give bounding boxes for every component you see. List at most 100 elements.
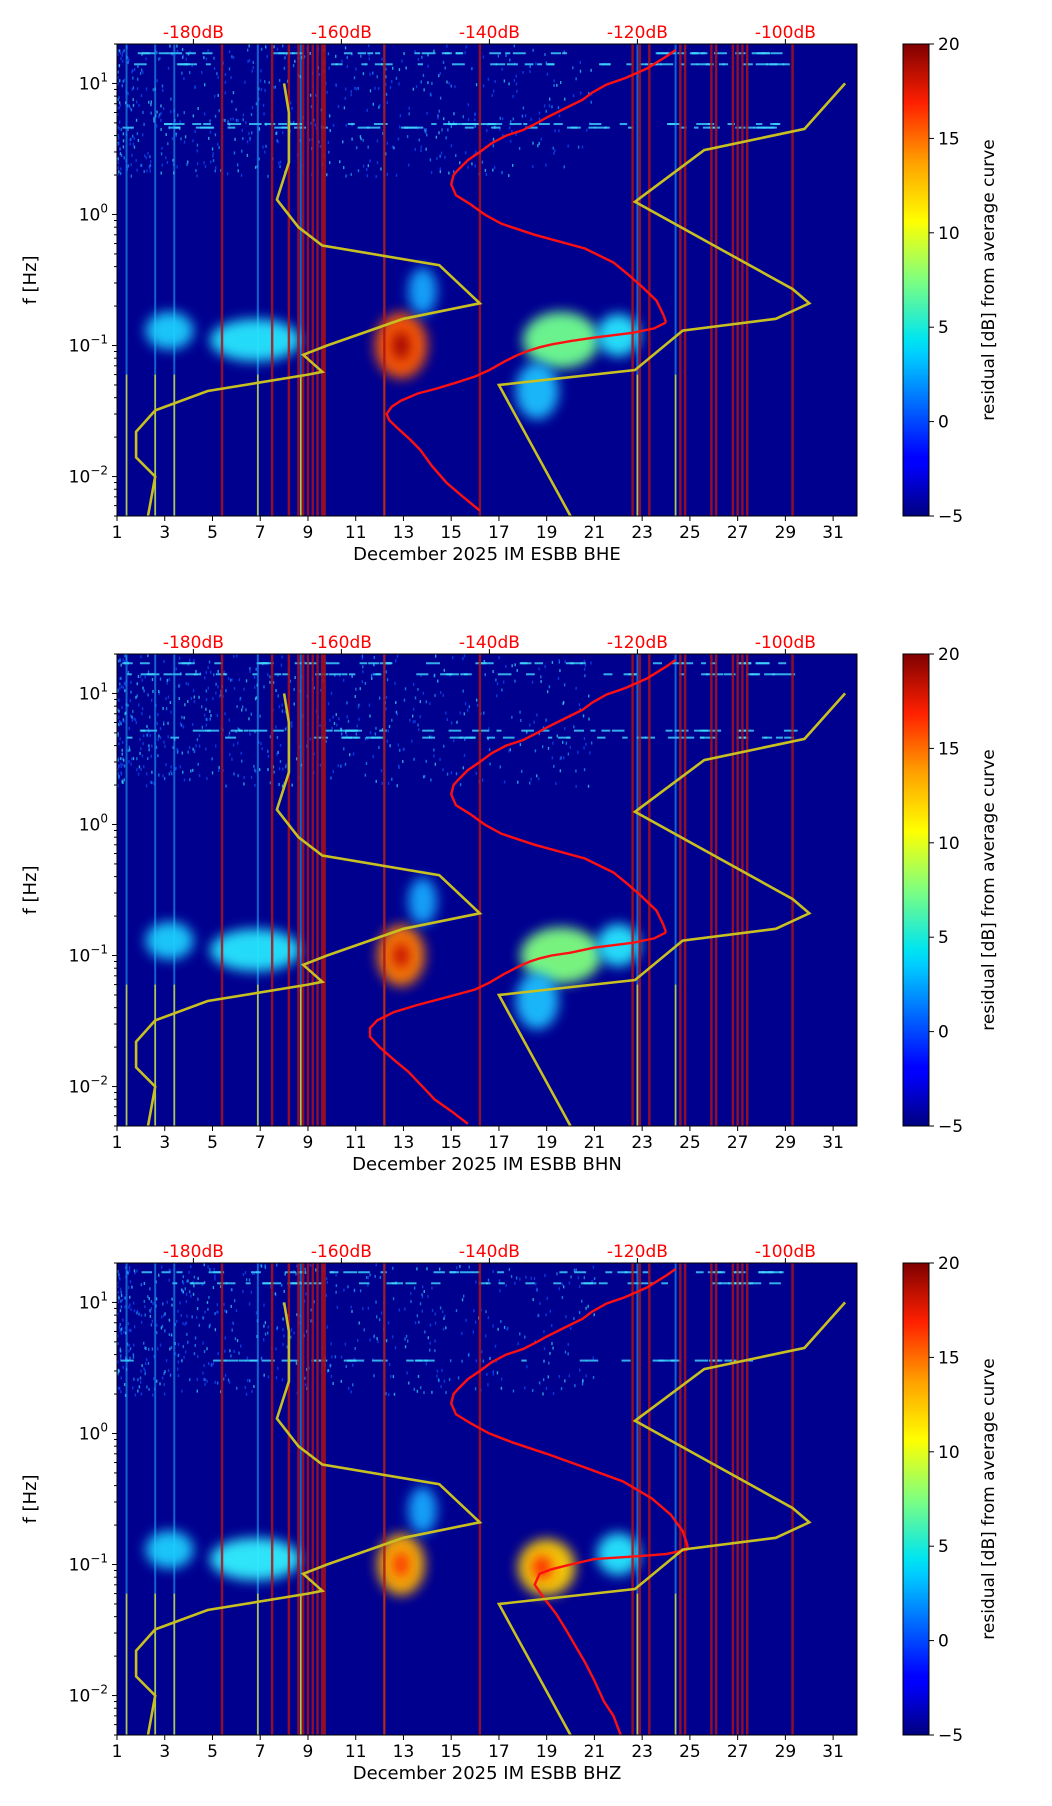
speckle xyxy=(579,1311,580,1314)
band-segment xyxy=(405,1282,416,1284)
speckle xyxy=(212,148,213,151)
speckle xyxy=(468,1354,469,1357)
speckle xyxy=(398,137,399,140)
speckle xyxy=(229,50,230,53)
speckle xyxy=(209,120,210,123)
speckle xyxy=(417,1390,418,1393)
band-segment xyxy=(456,52,463,54)
speckle xyxy=(374,87,375,90)
speckle xyxy=(426,1362,427,1365)
speckle xyxy=(169,772,170,775)
speckle xyxy=(594,1277,595,1280)
speckle xyxy=(544,53,545,56)
speckle xyxy=(408,164,409,167)
speckle xyxy=(319,724,320,727)
speckle xyxy=(132,719,133,722)
speckle xyxy=(464,654,465,657)
speckle xyxy=(593,1266,594,1269)
speckle xyxy=(122,753,123,756)
speckle xyxy=(345,1343,346,1346)
band-segment xyxy=(246,1282,251,1284)
speckle xyxy=(553,84,554,87)
speckle xyxy=(171,1304,172,1307)
speckle xyxy=(196,1316,197,1319)
event-line xyxy=(312,654,314,1126)
top-db-label: -160dB xyxy=(311,633,372,653)
speckle xyxy=(369,57,370,60)
speckle xyxy=(233,655,234,658)
speckle xyxy=(439,110,440,113)
colorbar-tick-label: 15 xyxy=(938,739,960,759)
speckle xyxy=(282,768,283,771)
speckle xyxy=(181,1390,182,1393)
speckle xyxy=(124,654,125,657)
speckle xyxy=(276,139,277,142)
speckle xyxy=(493,90,494,93)
speckle xyxy=(486,129,487,132)
band-segment xyxy=(776,737,783,739)
speckle xyxy=(123,1331,124,1334)
event-line xyxy=(323,1263,325,1735)
speckle xyxy=(261,1265,262,1268)
speckle xyxy=(377,139,378,142)
speckle xyxy=(120,172,121,175)
speckle xyxy=(371,677,372,680)
band-segment xyxy=(418,63,423,65)
speckle xyxy=(579,1285,580,1288)
speckle xyxy=(375,732,376,735)
speckle xyxy=(158,115,159,118)
speckle xyxy=(357,1339,358,1342)
speckle xyxy=(342,140,343,143)
speckle xyxy=(159,1382,160,1385)
speckle xyxy=(456,1266,457,1269)
speckle xyxy=(278,162,279,165)
speckle xyxy=(118,723,119,726)
speckle xyxy=(569,1374,570,1377)
speckle xyxy=(245,121,246,124)
speckle xyxy=(290,101,291,104)
speckle xyxy=(356,733,357,736)
speckle xyxy=(278,783,279,786)
speckle xyxy=(118,127,119,130)
speckle xyxy=(464,51,465,54)
speckle xyxy=(366,762,367,765)
speckle xyxy=(401,60,402,63)
speckle xyxy=(376,1263,377,1266)
speckle xyxy=(434,1313,435,1316)
x-tick-label: 11 xyxy=(345,523,367,543)
band-segment xyxy=(325,730,333,732)
speckle xyxy=(161,1266,162,1269)
speckle xyxy=(440,170,441,173)
speckle xyxy=(451,771,452,774)
colorbar-tick-label: −5 xyxy=(938,1117,963,1137)
speckle xyxy=(264,151,265,154)
speckle xyxy=(206,724,207,727)
speckle xyxy=(132,88,133,91)
speckle xyxy=(329,114,330,117)
colorbar-tick-label: −5 xyxy=(938,1726,963,1746)
speckle xyxy=(398,82,399,85)
speckle xyxy=(474,125,475,128)
speckle xyxy=(165,133,166,136)
speckle xyxy=(501,171,502,174)
speckle xyxy=(213,1268,214,1271)
speckle xyxy=(128,760,129,763)
speckle xyxy=(486,1373,487,1376)
speckle xyxy=(268,1375,269,1378)
speckle xyxy=(593,1376,594,1379)
colorbar-tick-label: 10 xyxy=(938,1443,960,1463)
speckle xyxy=(160,736,161,739)
speckle xyxy=(194,1276,195,1279)
speckle xyxy=(553,147,554,150)
streak-low xyxy=(300,985,302,1126)
speckle xyxy=(345,46,346,49)
speckle xyxy=(575,77,576,80)
speckle xyxy=(118,775,119,778)
speckle xyxy=(152,678,153,681)
band-segment xyxy=(342,673,347,675)
speckle xyxy=(543,1378,544,1381)
band-segment xyxy=(176,1271,182,1273)
blob xyxy=(393,331,410,359)
speckle xyxy=(454,85,455,88)
speckle xyxy=(501,1387,502,1390)
